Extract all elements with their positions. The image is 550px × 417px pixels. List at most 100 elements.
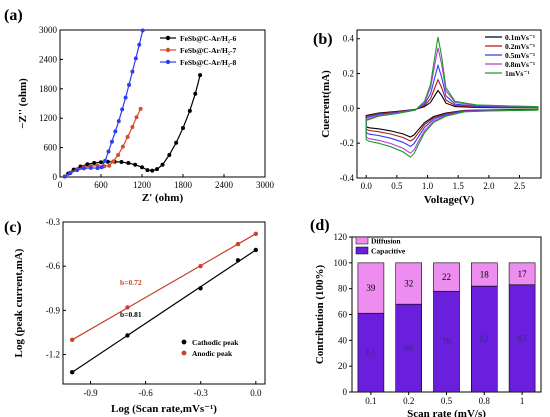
panel-a-y-tick-label: 2400 bbox=[39, 54, 58, 64]
panel-b-legend-label: 0.8mVs⁻¹ bbox=[505, 60, 535, 69]
panel-a-data-point bbox=[103, 158, 108, 163]
panel-c-data-point bbox=[198, 263, 203, 269]
panel-a-y-axis-title: −Z'' (ohm) bbox=[17, 78, 29, 129]
panel-d-diffusion-bar bbox=[395, 262, 423, 305]
panel-a-data-point bbox=[138, 106, 143, 111]
panel-d-diffusion-value-label: 39 bbox=[366, 283, 376, 293]
panel-c-x-tick-label: 0.0 bbox=[250, 388, 262, 398]
panel-d-legend-label: Diffusion bbox=[371, 237, 401, 246]
panel-a-data-point bbox=[81, 166, 86, 171]
panel-a-data-point bbox=[134, 115, 139, 120]
panel-d-diffusion-bar bbox=[470, 262, 498, 287]
panel-a-data-point bbox=[116, 152, 121, 157]
panel-d-capacitive-value-label: 61 bbox=[366, 348, 375, 358]
panel-c-data-point bbox=[125, 333, 130, 338]
panel-c-legend-marker bbox=[181, 350, 187, 356]
panel-b-x-tick-label: 0.0 bbox=[361, 181, 373, 191]
panel-d-y-tick-label: 40 bbox=[338, 335, 348, 345]
panel-d-capacitive-value-label: 78 bbox=[442, 337, 452, 347]
panel-c-log-chart: -0.9 -0.6 -0.3 0.0 -0.3 -0.6 -0.9 -1.2 Log (Scan… bbox=[13, 217, 266, 415]
panel-c-data-point bbox=[235, 241, 241, 247]
panel-c-data-point bbox=[69, 337, 75, 343]
panel-b-x-tick-label: 1.5 bbox=[453, 181, 465, 191]
panel-b-y-tick-label: 0.0 bbox=[343, 103, 355, 113]
panel-a-x-tick-label: 3000 bbox=[256, 180, 275, 190]
panel-a-data-point bbox=[193, 91, 198, 96]
panel-a-data-point bbox=[120, 144, 125, 149]
panel-d-diffusion-value-label: 17 bbox=[518, 269, 528, 279]
panel-b-legend-label: 0.2mVs⁻¹ bbox=[505, 42, 535, 51]
panel-c-data-point bbox=[253, 247, 259, 253]
panel-b-legend-label: 0.1mVs⁻¹ bbox=[505, 33, 535, 42]
panel-a-data-point bbox=[137, 42, 142, 47]
panel-a-legend-label: FeSb@C-Ar/H₂-7 bbox=[180, 46, 237, 55]
panel-d-x-tick-label: 1 bbox=[520, 396, 525, 406]
panel-a-legend-label: FeSb@C-Ar/H₂-6 bbox=[180, 34, 237, 43]
panel-a-data-point bbox=[88, 165, 93, 170]
panel-d-x-axis-title: Scan rate (mV/s) bbox=[407, 408, 486, 417]
panel-d-capacitive-bar bbox=[470, 285, 498, 393]
panel-c-y-tick-label: -0.6 bbox=[46, 261, 61, 271]
panel-d-legend-label: Capacitive bbox=[371, 247, 406, 256]
panel-a-data-point bbox=[107, 163, 112, 168]
panel-a-data-point bbox=[92, 161, 97, 166]
panel-c-legend-label: Cathodic peak bbox=[192, 338, 239, 347]
panel-b-x-axis-title: Voltage(V) bbox=[424, 194, 475, 206]
panel-c-legend-marker bbox=[181, 339, 187, 345]
panel-a-data-point bbox=[127, 82, 132, 87]
panel-b-x-tick-label: 2.5 bbox=[514, 181, 526, 191]
panel-b-legend-label: 0.5mVs⁻¹ bbox=[505, 51, 535, 60]
panel-d-capacitive-value-label: 83 bbox=[518, 333, 528, 343]
panel-a-y-tick-label: 1800 bbox=[39, 84, 58, 94]
panel-a-data-point bbox=[119, 160, 124, 165]
panel-d-diffusion-value-label: 22 bbox=[442, 272, 451, 282]
panel-c-y-tick-label: -0.3 bbox=[46, 217, 61, 227]
panel-a-data-point bbox=[150, 168, 155, 173]
panel-c-x-tick-label: -0.6 bbox=[139, 388, 154, 398]
panel-c-x-axis-title: Log (Scan rate,mVs⁻¹) bbox=[111, 403, 217, 415]
panel-d-legend-swatch bbox=[355, 246, 369, 255]
panel-c-legend-label: Anodic peak bbox=[192, 349, 233, 358]
panel-b-cv-chart: 0.0 0.5 1.0 1.5 2.0 2.5 -0.4 -0.2 0.0 0.2 0.4 Volta… bbox=[320, 29, 542, 206]
panel-a-plot-frame bbox=[59, 29, 266, 178]
panel-a-data-point bbox=[68, 171, 73, 176]
panel-c-fit-line bbox=[71, 249, 257, 373]
panel-d-x-tick-label: 0.8 bbox=[479, 396, 491, 406]
panel-d-diffusion-bar bbox=[508, 262, 536, 286]
panel-a-x-tick-label: 0 bbox=[58, 180, 63, 190]
panel-a-data-point bbox=[99, 160, 103, 165]
panel-d-capacitive-bar bbox=[357, 312, 385, 393]
panel-a-data-point bbox=[109, 139, 114, 144]
panel-a-x-tick-label: 1800 bbox=[174, 180, 193, 190]
panel-b-x-tick-label: 0.5 bbox=[391, 181, 403, 191]
panel-d-bar-chart: 02040608010012061390.168320.278220.58218… bbox=[314, 232, 542, 417]
panel-a-data-point bbox=[130, 69, 135, 74]
panel-d-capacitive-value-label: 68 bbox=[404, 343, 414, 353]
panel-a-data-point bbox=[113, 129, 118, 134]
panel-d-y-tick-label: 0 bbox=[343, 387, 348, 397]
panel-b-cv-curve bbox=[365, 36, 539, 158]
panel-label-a: (a) bbox=[4, 7, 23, 24]
panel-a-data-point bbox=[116, 119, 121, 124]
panel-a-data-point bbox=[123, 95, 128, 100]
panel-a-data-point bbox=[95, 166, 100, 171]
panel-a-y-tick-label: 3000 bbox=[39, 25, 58, 35]
panel-c-data-point bbox=[125, 305, 130, 310]
panel-a-data-point bbox=[62, 174, 67, 179]
panel-a-nyquist-chart: 0 600 1200 1800 2400 3000 0 600 1200 1800 2400 3000… bbox=[17, 25, 275, 204]
panel-a-data-point bbox=[99, 165, 104, 170]
panel-a-data-point bbox=[181, 126, 185, 130]
panel-d-diffusion-value-label: 32 bbox=[404, 279, 413, 289]
panel-a-data-point bbox=[125, 134, 130, 139]
panel-c-fit-line bbox=[71, 233, 257, 341]
panel-a-data-point bbox=[111, 159, 116, 164]
panel-c-data-point bbox=[235, 258, 241, 263]
panel-c-x-tick-label: -0.3 bbox=[194, 388, 209, 398]
panel-d-capacitive-value-label: 82 bbox=[480, 334, 489, 344]
panel-c-y-tick-label: -1.2 bbox=[46, 350, 60, 360]
panel-a-data-point bbox=[140, 28, 145, 33]
panel-label-d: (d) bbox=[310, 217, 330, 234]
panel-d-y-tick-label: 80 bbox=[338, 284, 348, 294]
panel-a-x-axis-title: Z' (ohm) bbox=[142, 192, 184, 204]
